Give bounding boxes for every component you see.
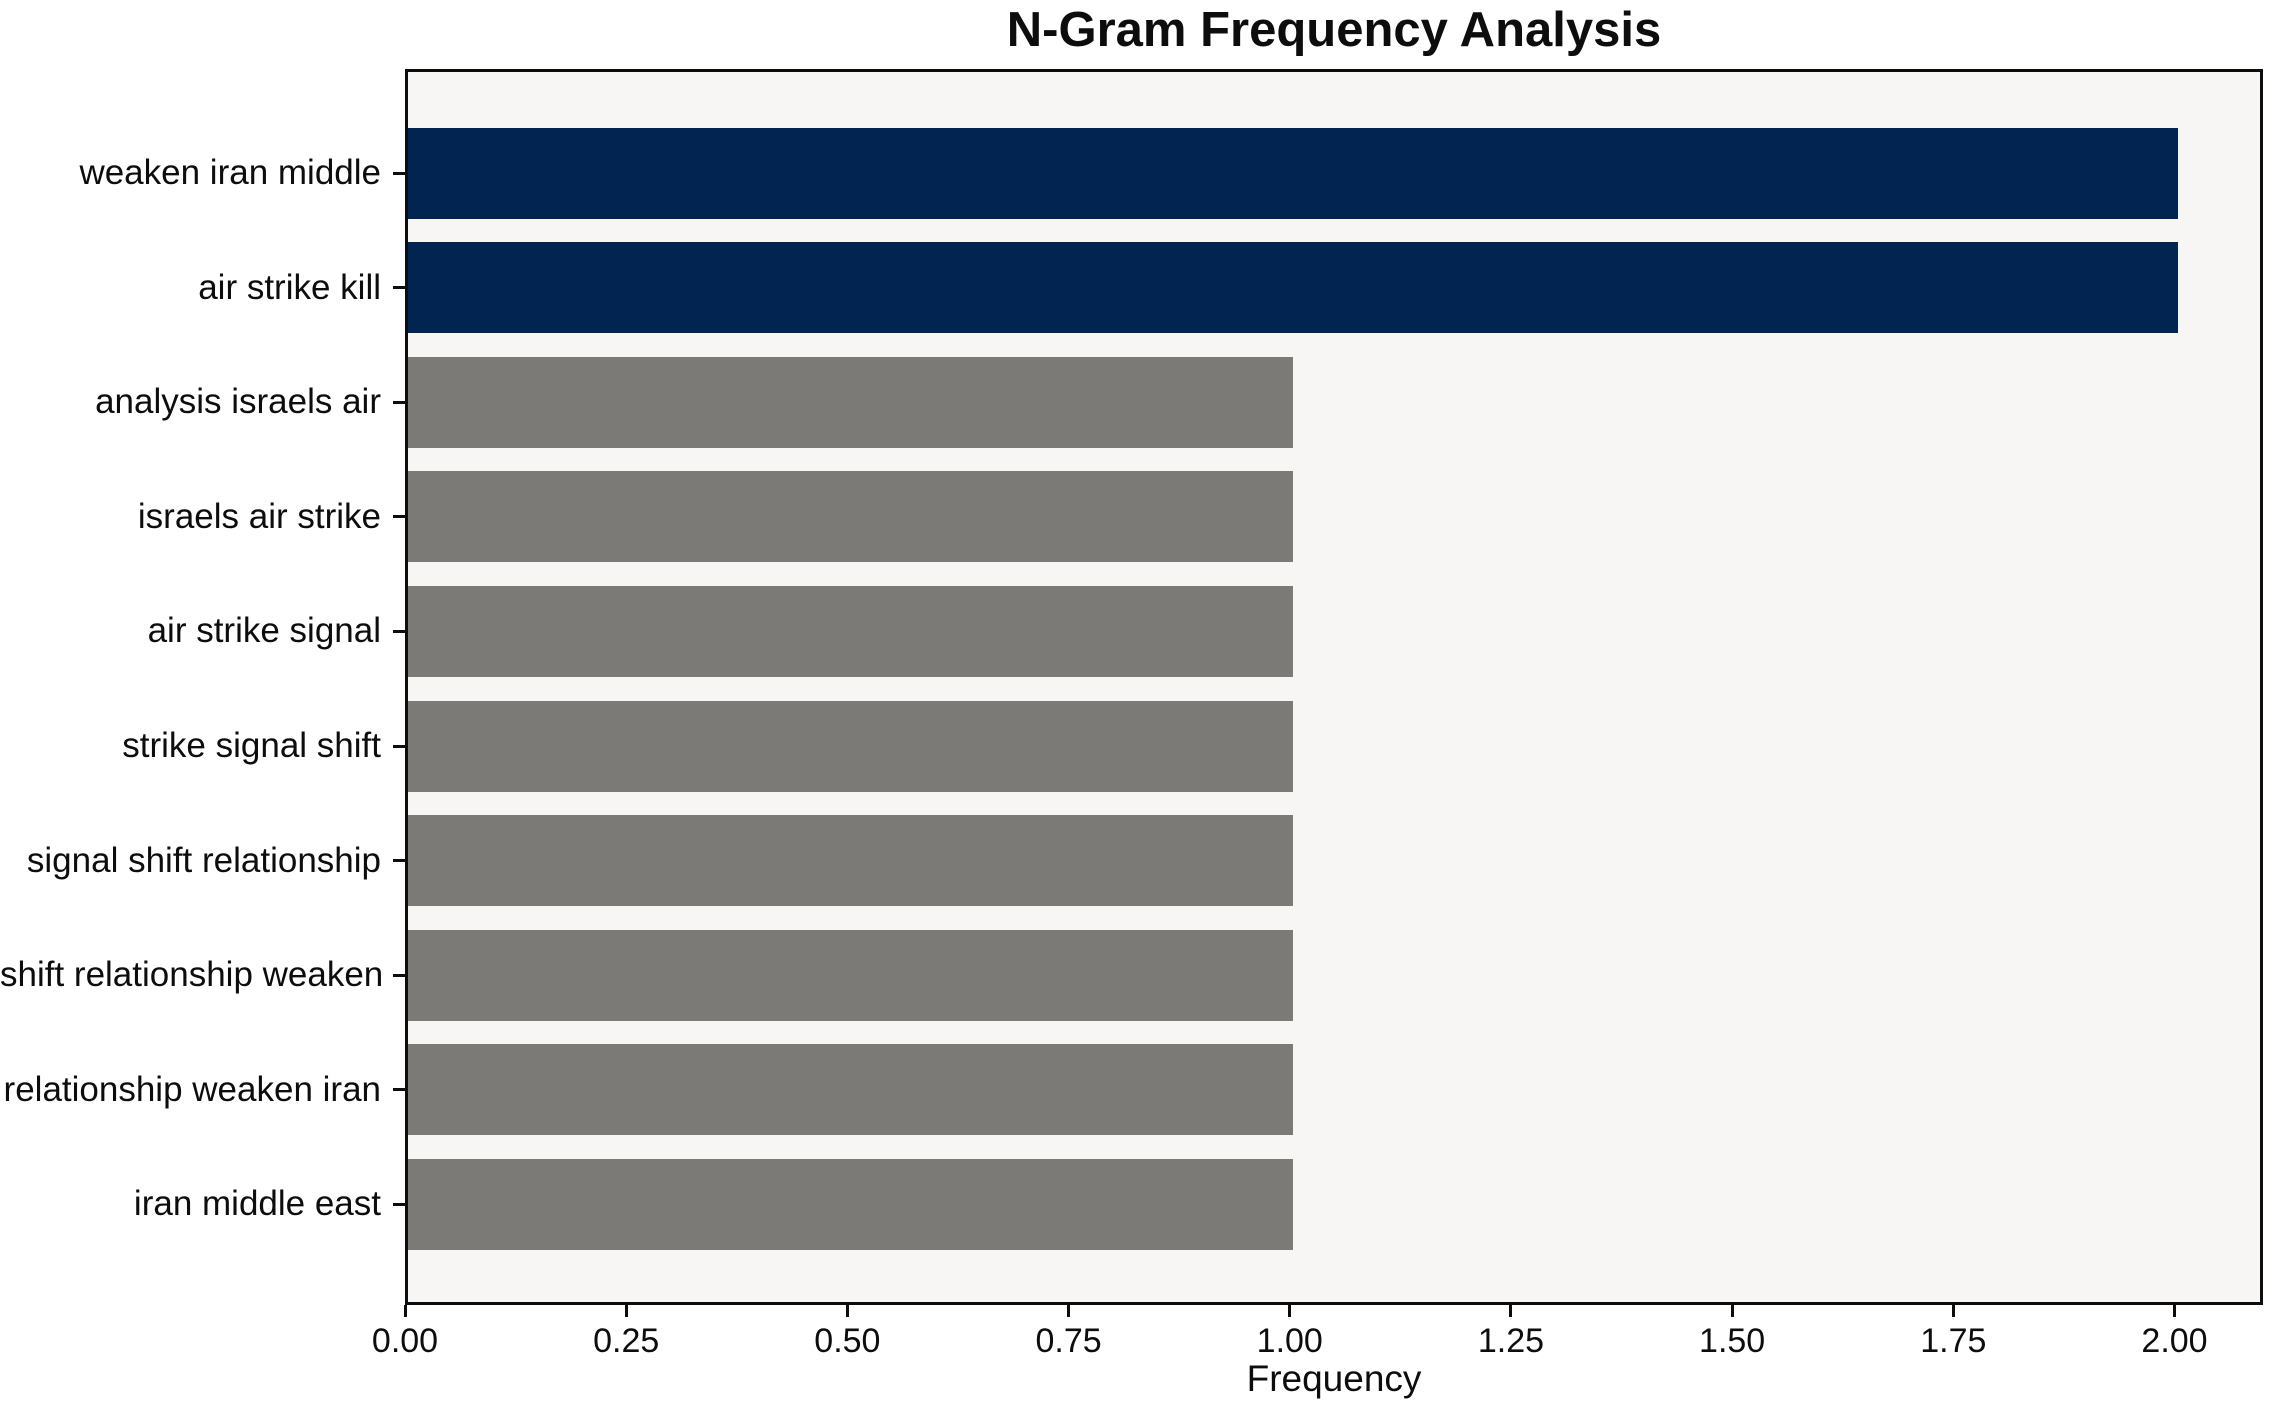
bar xyxy=(408,929,1293,1021)
y-tick-mark xyxy=(393,515,405,519)
x-tick-mark xyxy=(1730,1305,1734,1317)
y-tick-mark xyxy=(393,1202,405,1206)
chart-title: N-Gram Frequency Analysis xyxy=(1006,3,1662,57)
bar xyxy=(408,585,1293,677)
x-tick-mark xyxy=(2173,1305,2177,1317)
y-tick-mark xyxy=(393,1088,405,1092)
y-tick-label: weaken iran middle xyxy=(79,153,381,192)
bar xyxy=(408,1158,1293,1250)
x-tick-label: 2.00 xyxy=(2141,1322,2208,1360)
y-tick-label: air strike signal xyxy=(147,611,381,651)
y-tick-label: air strike kill xyxy=(198,267,381,307)
y-tick-label: signal shift relationship xyxy=(26,840,381,880)
bar xyxy=(408,815,1293,907)
x-axis-title: Frequency xyxy=(1246,1358,1422,1399)
y-tick-mark xyxy=(393,744,405,748)
x-tick-label: 0.25 xyxy=(593,1322,660,1360)
x-tick-label: 0.75 xyxy=(1035,1322,1102,1360)
y-tick-label: relationship weaken iran xyxy=(3,1069,381,1109)
x-tick-label: 1.50 xyxy=(1699,1322,1766,1360)
x-tick-mark xyxy=(1951,1305,1955,1317)
bar xyxy=(408,700,1293,792)
x-tick-mark xyxy=(1067,1305,1071,1317)
x-tick-label: 0.00 xyxy=(371,1322,439,1360)
y-tick-mark xyxy=(393,859,405,863)
y-tick-label: strike signal shift xyxy=(122,726,381,765)
y-tick-label: analysis israels air xyxy=(95,382,381,422)
x-tick-label: 1.75 xyxy=(1920,1322,1987,1360)
bar xyxy=(408,127,2178,219)
x-tick-mark xyxy=(624,1305,628,1317)
y-tick-mark xyxy=(393,171,405,175)
bar xyxy=(408,242,2178,334)
y-tick-label: iran middle east xyxy=(133,1184,381,1224)
x-tick-mark xyxy=(1509,1305,1513,1317)
x-tick-label: 1.25 xyxy=(1477,1322,1545,1360)
x-tick-label: 0.50 xyxy=(814,1322,881,1360)
y-tick-mark xyxy=(393,286,405,290)
y-tick-mark xyxy=(393,400,405,404)
x-tick-mark xyxy=(845,1305,849,1317)
bar xyxy=(408,471,1293,563)
x-tick-mark xyxy=(403,1305,407,1317)
y-tick-mark xyxy=(393,973,405,977)
plot-area xyxy=(405,69,2263,1305)
bar xyxy=(408,356,1293,448)
y-tick-label: israels air strike xyxy=(137,496,381,536)
x-tick-label: 1.00 xyxy=(1256,1322,1323,1360)
y-tick-mark xyxy=(393,629,405,633)
bar xyxy=(408,1044,1293,1136)
x-tick-mark xyxy=(1288,1305,1292,1317)
y-tick-label: shift relationship weaken xyxy=(0,955,384,995)
